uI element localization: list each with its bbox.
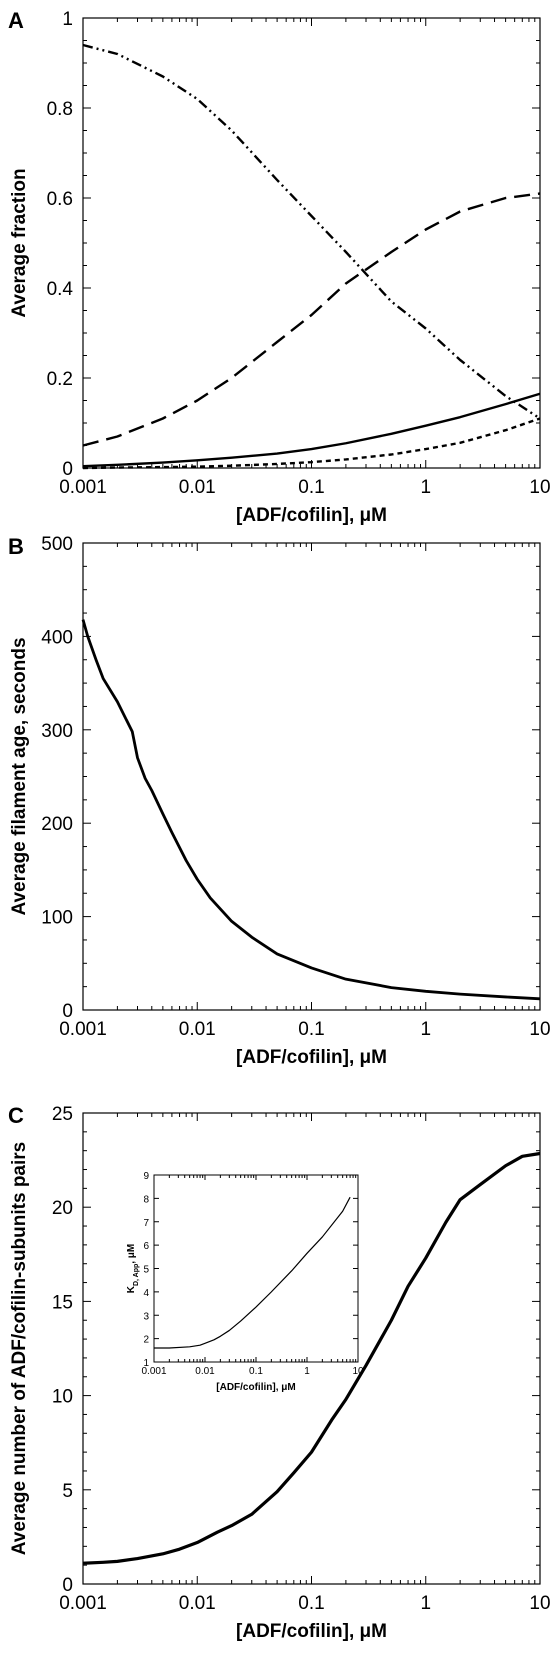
panel-a-y-axis-label: Average fraction	[9, 168, 30, 317]
panel-a-series-solid-line	[82, 392, 541, 468]
inset-y-tick-label: 6	[143, 1241, 149, 1252]
panel-a-x-tick-label: 1	[420, 477, 431, 498]
panel-c-x-tick-label: 0.001	[59, 1593, 107, 1614]
panel-a-series-dash-dot-dot-line	[82, 43, 541, 420]
panel-c-y-tick-label: 0	[62, 1575, 73, 1596]
panel-b-x-axis-label: [ADF/cofilin], μM	[236, 1047, 387, 1068]
panel-a-series-short-dash-line	[82, 417, 541, 470]
panel-c-y-tick-label: 5	[62, 1481, 73, 1502]
panel-c-x-tick-label: 0.01	[179, 1593, 216, 1614]
panel-b-x-tick-label: 10	[529, 1019, 550, 1040]
panel-letter-c: C	[8, 1103, 24, 1128]
panel-a-x-tick-label: 10	[529, 477, 550, 498]
inset-y-axis-label: KD, App, μM	[126, 1244, 140, 1294]
inset-series-solid-line	[154, 1196, 351, 1349]
panel-letter-b: B	[8, 534, 24, 559]
inset-y-tick-label: 8	[143, 1194, 149, 1205]
inset-x-tick-label: 1	[304, 1366, 310, 1377]
panel-b-x-tick-label: 0.001	[59, 1019, 107, 1040]
inset-y-tick-label: 3	[143, 1311, 149, 1322]
panel-b-chart: B 0.001 0.01 0.1 1 100100200300400500[ADF/co…	[8, 534, 551, 1068]
inset-x-tick-label: 0.01	[195, 1366, 215, 1377]
inset-plot-frame	[153, 1174, 359, 1363]
panel-c-series-solid-line	[82, 1151, 541, 1565]
inset-y-tick-label: 2	[143, 1335, 149, 1346]
panel-b-x-tick-label: 0.1	[298, 1019, 324, 1040]
panel-b-y-tick-label: 0	[62, 1001, 73, 1022]
panel-b-y-tick-label: 500	[41, 534, 73, 555]
panel-a-x-tick-label: 0.001	[59, 477, 107, 498]
panel-c-inset-chart: 0.001 0.01 0.1 1 10 1 2 3 4 5 6 7 8 9 [ADF/cofilin], μ…	[126, 1171, 364, 1393]
panel-c-plot-frame	[82, 1112, 541, 1585]
panel-a-y-tick-label: 0.2	[47, 369, 73, 390]
panel-a-chart: A 0.001 0.01 0.1 1 10 0 0.2 0.4 0.6 0.8 1 [ADF/cofi…	[8, 8, 551, 526]
inset-x-axis-label: [ADF/cofilin], μM	[216, 1382, 295, 1393]
panel-b-y-axis-label: Average filament age, seconds	[9, 637, 30, 915]
panel-a-y-tick-label: 0	[62, 459, 73, 480]
panel-c-y-tick-label: 25	[52, 1104, 73, 1125]
inset-x-tick-label: 0.1	[249, 1366, 263, 1377]
inset-y-tick-label: 4	[143, 1288, 149, 1299]
panel-c-chart: C 0.001 0.01 0.1 1 100510152025[ADF/cofilin]…	[8, 1103, 551, 1642]
panel-b-y-tick-label: 400	[41, 627, 73, 648]
inset-y-tick-label: 1	[143, 1358, 149, 1369]
panel-c-x-axis-label: [ADF/cofilin], μM	[236, 1621, 387, 1642]
panel-a-x-tick-label: 0.01	[179, 477, 216, 498]
panel-b-series-solid-line	[81, 619, 541, 1001]
inset-y-tick-label: 7	[143, 1218, 149, 1229]
panel-a-y-tick-label: 0.8	[47, 99, 73, 120]
panel-c-y-axis-label: Average number of ADF/cofilin-subunits p…	[9, 1142, 30, 1555]
panel-c-y-tick-label: 10	[52, 1387, 73, 1408]
panel-c-y-tick-label: 20	[52, 1198, 73, 1219]
panel-b-y-tick-label: 300	[41, 721, 73, 742]
panel-b-y-tick-label: 100	[41, 908, 73, 929]
panel-a-x-axis-label: [ADF/cofilin], μM	[236, 505, 387, 526]
inset-x-tick-label: 10	[352, 1366, 364, 1377]
panel-c-y-tick-label: 15	[52, 1292, 73, 1313]
panel-letter-a: A	[8, 8, 24, 33]
inset-y-tick-label: 9	[143, 1171, 149, 1182]
inset-x-tick-label: 0.001	[141, 1366, 166, 1377]
panel-a-y-tick-label: 0.4	[47, 279, 74, 300]
panel-a-series-long-dash-line	[82, 192, 541, 447]
panel-c-x-tick-label: 10	[529, 1593, 550, 1614]
inset-y-tick-label: 5	[143, 1265, 149, 1276]
panel-b-plot-frame	[82, 542, 541, 1011]
panel-c-x-tick-label: 0.1	[298, 1593, 324, 1614]
panel-a-y-tick-label: 0.6	[47, 189, 73, 210]
panel-a-plot-frame	[82, 17, 541, 469]
panel-a-x-tick-label: 0.1	[298, 477, 324, 498]
panel-c-x-tick-label: 1	[420, 1593, 431, 1614]
panel-b-x-tick-label: 1	[420, 1019, 431, 1040]
panel-a-y-tick-label: 1	[62, 9, 73, 30]
panel-b-x-tick-label: 0.01	[179, 1019, 216, 1040]
panel-b-y-tick-label: 200	[41, 814, 73, 835]
